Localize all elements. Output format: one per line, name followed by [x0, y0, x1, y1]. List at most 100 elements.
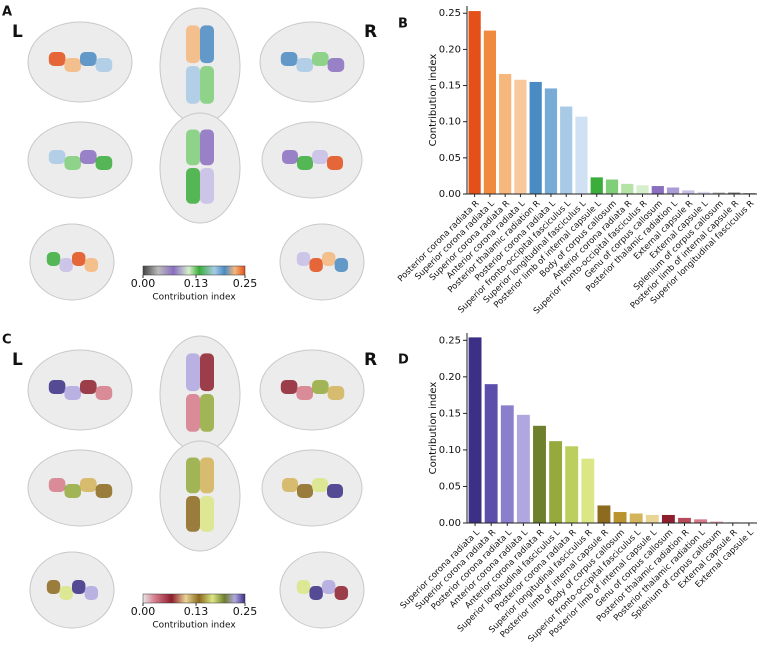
bar — [605, 179, 619, 194]
tract-region — [48, 52, 66, 66]
tract-region — [186, 168, 200, 204]
tract-region — [334, 258, 349, 272]
bar — [694, 519, 708, 523]
tract-region — [186, 66, 200, 104]
tract-region — [309, 586, 323, 600]
tract-region — [186, 457, 200, 494]
tract-region — [46, 252, 61, 266]
brain-outline — [159, 112, 241, 224]
tract-region — [72, 252, 86, 266]
tract-region — [59, 258, 73, 272]
brain-view — [29, 551, 115, 629]
bar — [710, 521, 724, 523]
bar — [712, 192, 725, 194]
bar — [629, 513, 643, 523]
tract-region — [297, 156, 313, 170]
tract-region — [186, 129, 200, 166]
brain-view — [27, 121, 133, 199]
bar — [565, 446, 579, 523]
panel-letter: C — [2, 333, 12, 348]
y-tick-label: 0.05 — [439, 153, 461, 164]
bar — [682, 190, 695, 194]
tract-region — [48, 380, 66, 394]
tract-region — [84, 258, 99, 272]
colorbar-tick-label: 0.13 — [184, 277, 209, 290]
hemisphere-left: L — [12, 350, 23, 370]
y-tick-label: 0.05 — [439, 481, 461, 492]
y-axis-title: Contribution index — [428, 54, 439, 147]
tract-region — [80, 380, 97, 394]
y-tick-label: 0.15 — [439, 408, 461, 419]
brain-view — [29, 223, 115, 301]
colorbar-tick-label: 0.00 — [131, 605, 156, 618]
y-axis-title: Contribution index — [428, 382, 439, 475]
tract-region — [46, 580, 61, 594]
bar — [549, 441, 563, 523]
brain-view — [261, 121, 363, 199]
tract-region — [80, 150, 97, 164]
brain-view — [27, 21, 133, 103]
brain-view — [159, 112, 241, 224]
brain-view — [259, 349, 365, 431]
bar — [483, 30, 496, 195]
tract-region — [312, 150, 328, 164]
bar — [697, 191, 710, 194]
tract-region — [186, 394, 200, 432]
colorbar-label: Contribution index — [152, 621, 236, 631]
tract-region — [200, 457, 214, 494]
y-tick-label: 0.25 — [439, 8, 461, 19]
brain-outline — [159, 335, 241, 453]
panel-letter: D — [398, 353, 409, 368]
tract-region — [296, 580, 311, 594]
brain-view — [27, 349, 133, 431]
brain-view — [159, 7, 241, 125]
bar — [575, 116, 588, 194]
tract-region — [80, 478, 97, 492]
tract-region — [200, 394, 214, 432]
y-tick-label: 0.00 — [439, 189, 461, 200]
tract-region — [327, 58, 345, 72]
colorbar-tick-label: 0.00 — [131, 277, 156, 290]
tract-region — [282, 150, 298, 164]
bar — [636, 185, 649, 194]
bar — [621, 183, 634, 194]
bar — [468, 337, 482, 523]
brain-view — [27, 449, 133, 527]
tract-region — [322, 252, 336, 266]
bar — [484, 384, 498, 523]
tract-region — [327, 484, 343, 498]
bar — [514, 79, 527, 194]
bar — [661, 514, 675, 523]
tract-region — [322, 580, 336, 594]
tract-region — [312, 52, 329, 66]
brain-view — [259, 21, 365, 103]
y-tick-label: 0.10 — [439, 117, 461, 128]
bar — [560, 106, 573, 194]
brain-outline — [159, 7, 241, 125]
tract-region — [95, 58, 113, 72]
tract-region — [95, 156, 113, 170]
brain-view — [261, 449, 363, 527]
bar — [516, 414, 530, 523]
bar — [678, 517, 691, 523]
bar — [500, 405, 514, 523]
tract-region — [312, 478, 328, 492]
tract-region — [80, 52, 97, 66]
tract-region — [84, 586, 99, 600]
bar — [529, 81, 542, 194]
colorbar-tick-label: 0.25 — [233, 277, 258, 290]
tract-region — [186, 25, 200, 64]
brain-outline — [159, 440, 241, 552]
bar — [645, 514, 659, 523]
tract-region — [200, 496, 214, 532]
hemisphere-left: L — [12, 22, 23, 42]
tract-region — [327, 386, 345, 400]
tract-region — [296, 58, 314, 72]
tract-region — [64, 386, 82, 400]
bar — [590, 177, 603, 194]
tract-region — [297, 484, 313, 498]
bar — [533, 425, 546, 523]
y-tick-label: 0.20 — [439, 44, 461, 55]
tract-region — [48, 478, 66, 492]
